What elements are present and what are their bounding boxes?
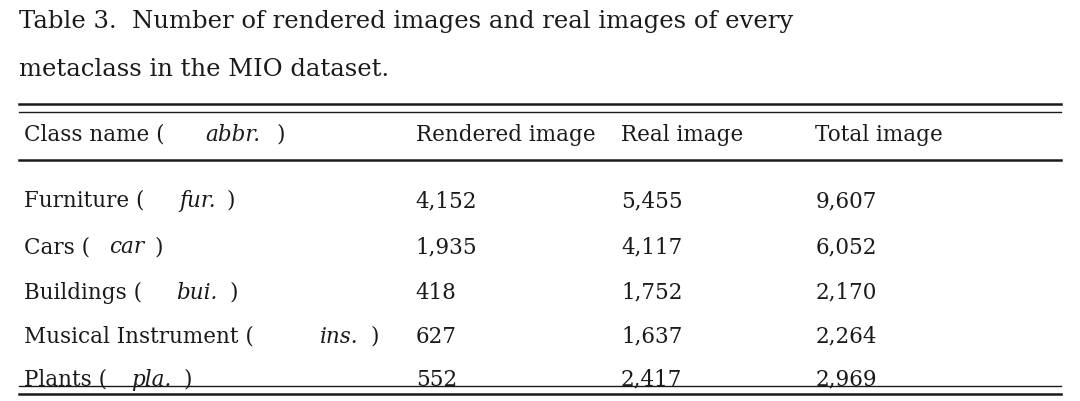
Text: Furniture (: Furniture ( [24,190,144,211]
Text: ): ) [370,325,379,347]
Text: 5,455: 5,455 [621,190,683,211]
Text: 552: 552 [416,368,457,390]
Text: Total image: Total image [815,124,943,145]
Text: Plants (: Plants ( [24,368,107,390]
Text: 9,607: 9,607 [815,190,877,211]
Text: 418: 418 [416,281,457,303]
Text: Buildings (: Buildings ( [24,281,141,303]
Text: 1,752: 1,752 [621,281,683,303]
Text: 1,935: 1,935 [416,236,477,257]
Text: car: car [109,236,144,257]
Text: 6,052: 6,052 [815,236,877,257]
Text: ): ) [276,124,285,145]
Text: abbr.: abbr. [205,124,260,145]
Text: metaclass in the MIO dataset.: metaclass in the MIO dataset. [19,58,390,81]
Text: fur.: fur. [179,190,216,211]
Text: ): ) [154,236,163,257]
Text: 2,969: 2,969 [815,368,877,390]
Text: ): ) [183,368,191,390]
Text: 1,637: 1,637 [621,325,683,347]
Text: bui.: bui. [176,281,217,303]
Text: 2,170: 2,170 [815,281,877,303]
Text: 4,117: 4,117 [621,236,683,257]
Text: ins.: ins. [320,325,359,347]
Text: 627: 627 [416,325,457,347]
Text: ): ) [227,190,234,211]
Text: Class name (: Class name ( [24,124,164,145]
Text: pla.: pla. [131,368,172,390]
Text: Real image: Real image [621,124,743,145]
Text: 2,264: 2,264 [815,325,877,347]
Text: Cars (: Cars ( [24,236,90,257]
Text: Rendered image: Rendered image [416,124,595,145]
Text: ): ) [229,281,238,303]
Text: Table 3.  Number of rendered images and real images of every: Table 3. Number of rendered images and r… [19,10,794,33]
Text: 4,152: 4,152 [416,190,477,211]
Text: 2,417: 2,417 [621,368,683,390]
Text: Musical Instrument (: Musical Instrument ( [24,325,254,347]
